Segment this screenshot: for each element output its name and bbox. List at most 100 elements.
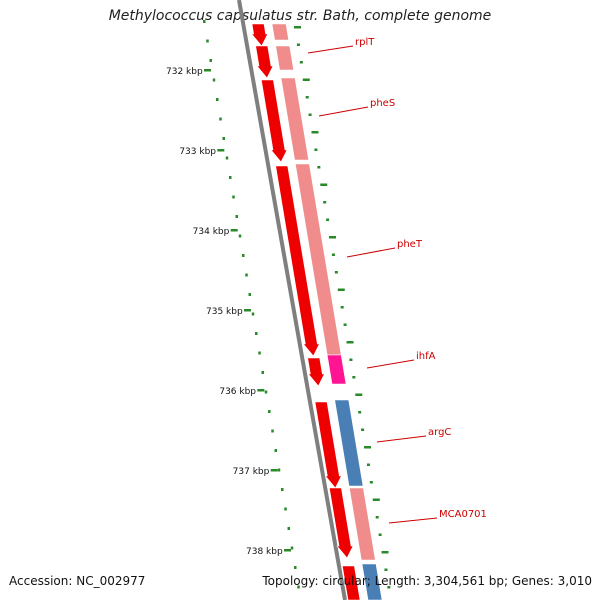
- gc-dot: [235, 215, 239, 218]
- gene-label: pheT: [397, 239, 423, 250]
- skew-tick: [378, 533, 382, 536]
- skew-tick: [375, 516, 379, 519]
- feature-tracks: [251, 23, 383, 600]
- skew-tick: [337, 288, 345, 291]
- kbp-tick: [284, 549, 292, 552]
- gc-dot: [222, 137, 226, 140]
- gc-dot: [242, 254, 245, 257]
- skew-tick: [311, 131, 319, 134]
- skew-tick: [296, 43, 300, 46]
- gc-dot: [225, 156, 229, 160]
- skew-tick: [349, 358, 353, 361]
- skew-tick: [323, 201, 327, 204]
- gc-dot: [203, 20, 206, 23]
- kbp-tick: [270, 469, 278, 472]
- gc-dot: [294, 566, 297, 569]
- kbp-tick: [257, 389, 265, 392]
- gc-dot: [248, 293, 252, 296]
- gene-feature-bar: [348, 487, 376, 561]
- gc-dot: [268, 410, 271, 413]
- skew-tick: [387, 586, 391, 589]
- genome-backbone: [237, 0, 347, 600]
- skew-tick: [305, 96, 309, 99]
- skew-tick: [361, 428, 365, 431]
- gc-dot: [281, 488, 284, 491]
- cds-arrow: [314, 401, 342, 489]
- kbp-label: 735 kbp: [206, 307, 243, 317]
- gc-dot: [261, 371, 265, 374]
- skew-tick: [355, 393, 363, 396]
- gene-label: rplT: [355, 37, 375, 48]
- gene-label: pheS: [370, 98, 395, 109]
- cds-arrow: [328, 487, 354, 559]
- skew-tick: [302, 78, 310, 81]
- skew-tick: [346, 341, 354, 344]
- backbone-line: [237, 0, 347, 600]
- gc-dot: [238, 234, 242, 238]
- gene-feature-bar: [275, 45, 295, 71]
- gc-dot: [290, 546, 294, 550]
- skew-tick: [299, 61, 303, 64]
- cds-arrow: [275, 165, 320, 357]
- cds-arrow: [251, 23, 269, 47]
- gc-dot: [284, 507, 287, 511]
- gc-dot: [297, 585, 300, 589]
- gc-dot: [274, 449, 278, 452]
- gc-dot: [209, 59, 213, 62]
- gc-dot: [251, 312, 255, 316]
- skew-tick: [381, 551, 389, 554]
- gene-feature-bar: [271, 23, 290, 41]
- gene-callout-line: [307, 45, 354, 54]
- gene-callout-line: [388, 517, 438, 524]
- kbp-label: 737 kbp: [233, 467, 270, 477]
- blue-feature-bar: [334, 399, 364, 487]
- gc-dot: [245, 273, 248, 277]
- kbp-label: 732 kbp: [166, 67, 203, 77]
- gc-dot: [264, 390, 268, 394]
- skew-tick: [329, 236, 337, 239]
- kbp-label: 736 kbp: [219, 387, 256, 397]
- skew-tick: [308, 113, 312, 116]
- skew-tick: [340, 306, 344, 309]
- cds-arrow: [307, 357, 325, 387]
- gc-dot: [206, 39, 209, 43]
- skew-tick: [334, 271, 338, 274]
- genome-summary-text: Topology: circular; Length: 3,304,561 bp…: [262, 574, 592, 588]
- kbp-label: 733 kbp: [179, 147, 216, 157]
- skew-tick: [317, 166, 321, 169]
- kbp-tick: [244, 309, 252, 312]
- cds-arrow: [341, 565, 361, 600]
- skew-tick: [326, 218, 330, 221]
- skew-tick: [320, 183, 328, 186]
- skew-tick: [343, 323, 347, 326]
- gene-callout-line: [366, 359, 415, 369]
- gc-dot: [255, 332, 258, 335]
- skew-tick: [366, 463, 370, 466]
- gc-skew-ticks: [294, 26, 391, 589]
- skew-tick: [314, 148, 318, 151]
- skew-tick: [372, 498, 380, 501]
- gc-content-dots: [203, 20, 300, 589]
- gene-labels: rplT pheS pheT ihfA argC MCA0701: [307, 37, 487, 524]
- cds-arrow: [255, 45, 274, 79]
- kbp-tick: [204, 69, 211, 72]
- gc-dot: [271, 429, 274, 433]
- skew-tick: [352, 376, 356, 379]
- blue-feature-bar: [361, 563, 383, 600]
- skew-tick: [331, 253, 335, 256]
- skew-tick: [294, 26, 301, 29]
- gc-dot: [258, 351, 261, 355]
- gene-callout-line: [376, 435, 427, 443]
- misc-feature-bar: [326, 354, 347, 385]
- gene-callout-line: [318, 106, 369, 117]
- gc-dot: [219, 117, 222, 121]
- gene-label: MCA0701: [439, 509, 487, 520]
- gc-dot: [232, 195, 235, 199]
- skew-tick: [358, 411, 362, 414]
- gene-label: ihfA: [416, 351, 436, 362]
- kbp-label: 734 kbp: [193, 227, 230, 237]
- gc-dot: [216, 98, 219, 101]
- gc-dot: [287, 527, 291, 530]
